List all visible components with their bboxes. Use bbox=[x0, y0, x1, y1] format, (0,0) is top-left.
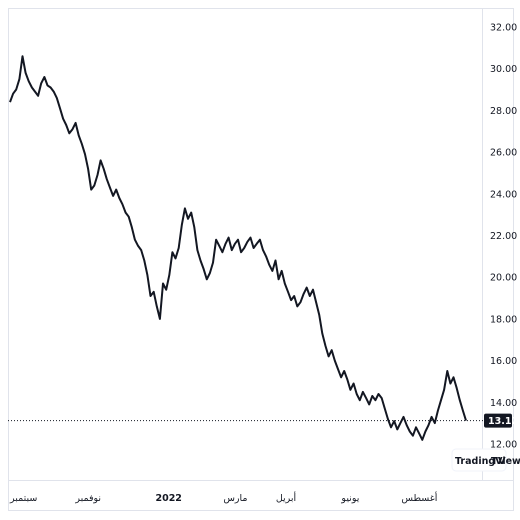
x-tick-label: أغسطس bbox=[401, 491, 437, 504]
y-tick-label: 22.00 bbox=[490, 231, 517, 242]
y-tick-label: 18.00 bbox=[490, 314, 517, 325]
x-tick-label: 2022 bbox=[155, 493, 181, 504]
tradingview-logo-text: TradingView bbox=[455, 456, 520, 467]
last-price-label: 13.12 bbox=[488, 416, 518, 427]
y-axis[interactable]: 32.00 30.00 28.00 26.00 24.00 22.00 20.00 18.00… bbox=[490, 23, 517, 451]
x-tick-label: يونيو bbox=[340, 493, 359, 504]
y-tick-label: 24.00 bbox=[490, 189, 517, 200]
y-tick-label: 30.00 bbox=[490, 64, 517, 75]
x-tick-label: سبتمبر bbox=[9, 493, 37, 504]
series-line[interactable] bbox=[9, 55, 467, 441]
chart-border bbox=[8, 8, 514, 511]
y-tick-label: 12.00 bbox=[490, 440, 517, 451]
tradingview-logo-glyph: TV bbox=[491, 456, 506, 467]
tradingview-logo-bg bbox=[451, 448, 507, 472]
last-price-badge: 13.12 bbox=[484, 413, 518, 428]
y-tick-label: 32.00 bbox=[490, 23, 517, 34]
x-tick-label: نوفمبر bbox=[74, 493, 101, 504]
x-tick-label: مارس bbox=[223, 493, 247, 504]
y-tick-label: 16.00 bbox=[490, 356, 517, 367]
x-axis[interactable]: سبتمبر نوفمبر 2022 مارس أبريل يونيو أغسطس bbox=[9, 491, 438, 504]
y-tick-label: 26.00 bbox=[490, 148, 517, 159]
y-tick-label: 20.00 bbox=[490, 273, 517, 284]
y-tick-label: 28.00 bbox=[490, 106, 517, 117]
x-tick-label: أبريل bbox=[276, 491, 297, 504]
y-tick-label: 14.00 bbox=[490, 398, 517, 409]
tradingview-logo[interactable]: TradingView TV bbox=[451, 448, 520, 472]
